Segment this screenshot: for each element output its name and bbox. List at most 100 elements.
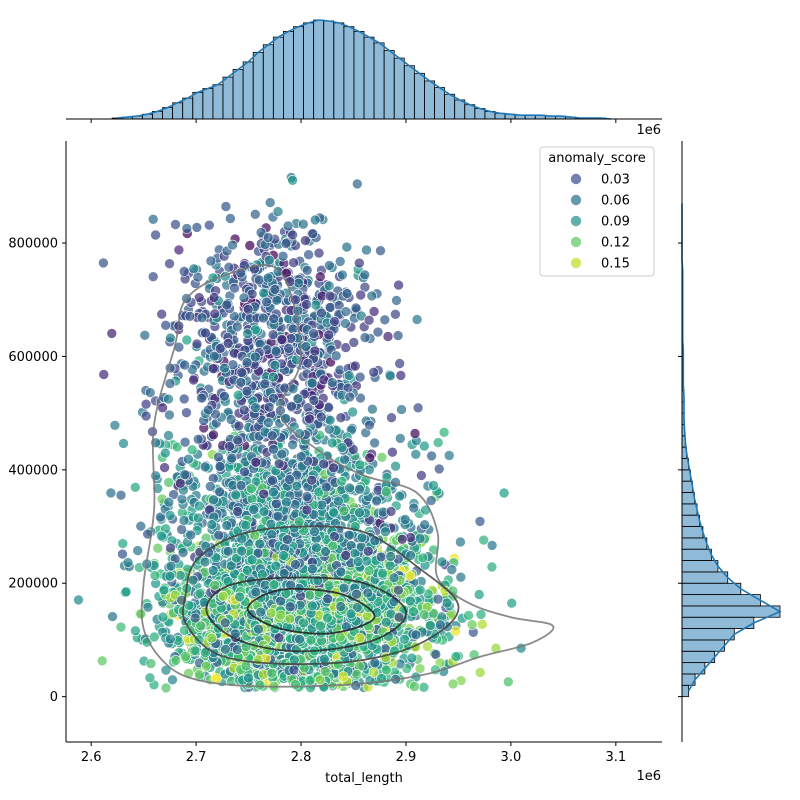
scatter-point — [344, 391, 356, 403]
scatter-point — [329, 531, 340, 542]
scatter-point — [226, 452, 238, 464]
scatter-point — [268, 443, 279, 455]
scatter-point — [242, 565, 253, 576]
scatter-point — [326, 377, 338, 388]
scatter-point — [187, 574, 199, 586]
scatter-point — [282, 220, 294, 232]
scatter-point — [180, 651, 191, 662]
scatter-point — [232, 434, 243, 446]
scatter-point — [232, 321, 243, 333]
scatter-point — [270, 560, 282, 572]
scatter-point — [243, 672, 254, 684]
scatter-point — [221, 299, 233, 311]
scatter-point — [347, 406, 359, 418]
scatter-point — [181, 223, 193, 234]
scatter-point — [390, 308, 401, 320]
scatter-point — [167, 674, 178, 686]
scatter-point — [341, 241, 353, 253]
scatter-point — [354, 483, 365, 495]
scatter-point — [416, 470, 427, 481]
scatter-point — [205, 481, 216, 492]
scatter-point — [276, 334, 288, 345]
scatter-point — [248, 504, 259, 515]
scatter-point — [239, 466, 250, 478]
scatter-point — [273, 458, 285, 470]
scatter-point — [160, 319, 171, 331]
scatter-point — [293, 277, 304, 289]
scatter-point — [222, 545, 234, 557]
scatter-point — [422, 641, 433, 652]
scatter-point — [375, 551, 387, 563]
scatter-point — [404, 595, 416, 607]
scatter-point — [205, 255, 217, 267]
scatter-point — [170, 655, 182, 666]
scatter-point — [250, 209, 261, 220]
scatter-point — [287, 383, 299, 395]
scatter-point — [408, 502, 420, 514]
scatter-point — [238, 292, 250, 304]
scatter-point — [194, 669, 205, 680]
scatter-point — [200, 327, 211, 339]
scatter-point — [354, 507, 365, 519]
scatter-point — [269, 284, 281, 295]
scatter-point — [262, 232, 274, 243]
scatter-point — [432, 593, 444, 605]
scatter-point — [466, 619, 478, 630]
scatter-point — [267, 329, 279, 341]
scatter-point — [340, 318, 351, 329]
scatter-point — [336, 442, 348, 453]
scatter-point — [165, 332, 176, 344]
scatter-point — [268, 371, 279, 383]
scatter-point — [271, 498, 282, 510]
scatter-point — [160, 682, 172, 694]
scatter-point — [303, 249, 314, 260]
scatter-point — [240, 519, 252, 531]
scatter-point — [352, 556, 364, 567]
scatter-point — [309, 345, 321, 357]
scatter-point — [394, 358, 406, 369]
scatter-point — [199, 556, 211, 568]
scatter-point — [209, 579, 220, 591]
scatter-point — [395, 370, 407, 381]
scatter-point — [204, 219, 215, 231]
scatter-point — [380, 526, 391, 538]
scatter-point — [158, 584, 170, 596]
scatter-point — [295, 451, 307, 462]
scatter-point — [498, 487, 510, 499]
scatter-point — [144, 387, 156, 398]
scatter-point — [263, 254, 275, 266]
scatter-point — [371, 495, 382, 507]
scatter-point — [208, 429, 219, 441]
scatter-point — [109, 419, 121, 431]
scatter-point — [188, 374, 199, 386]
scatter-point — [304, 675, 316, 686]
scatter-point — [310, 299, 322, 311]
scatter-point — [396, 404, 407, 415]
scatter-point — [250, 586, 262, 598]
scatter-point — [473, 589, 485, 600]
scatter-point — [160, 447, 171, 459]
scatter-point — [270, 346, 282, 357]
scatter-point — [307, 563, 318, 575]
scatter-point — [406, 652, 418, 664]
scatter-point — [73, 594, 84, 606]
scatter-point — [150, 229, 161, 241]
scatter-point — [298, 617, 309, 629]
scatter-point — [165, 633, 176, 645]
scatter-point — [306, 600, 318, 612]
scatter-point — [261, 296, 272, 308]
scatter-point — [455, 571, 467, 583]
scatter-point — [258, 287, 270, 299]
scatter-point — [502, 676, 514, 688]
scatter-point — [359, 269, 371, 281]
scatter-point — [328, 462, 339, 474]
scatter-point — [410, 448, 422, 460]
scatter-point — [250, 456, 262, 468]
scatter-point — [163, 393, 174, 405]
scatter-point — [200, 660, 212, 672]
scatter-point — [156, 530, 167, 542]
scatter-point — [426, 450, 437, 462]
scatter-point — [391, 295, 402, 306]
scatter-point — [350, 680, 362, 691]
scatter-point — [364, 419, 375, 431]
